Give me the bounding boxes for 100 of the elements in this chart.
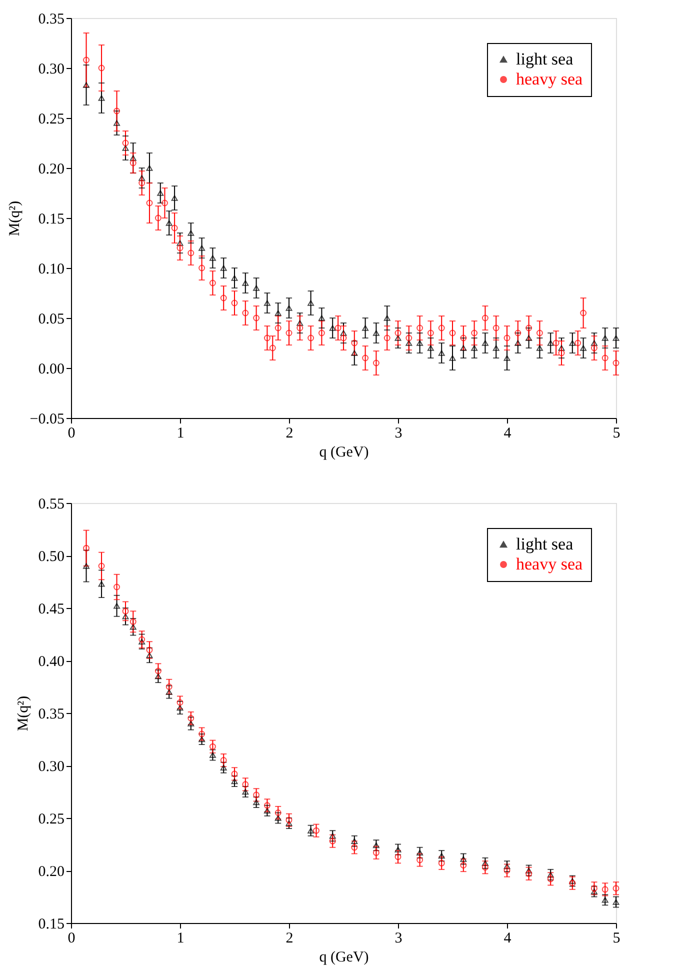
point [471,345,478,351]
x-axis-title: q (GeV) [319,950,369,966]
point [580,345,587,351]
point [416,340,424,346]
point [558,350,565,356]
point [438,860,445,866]
point [122,614,129,620]
legend-label: light sea [516,50,574,68]
point [264,808,270,814]
point [83,544,90,552]
point [313,827,320,834]
point [590,340,598,346]
point [351,350,358,356]
point [166,689,172,695]
point [612,899,620,905]
point [154,214,162,222]
point [569,878,576,884]
y-tick-label: 0.05 [38,312,64,328]
point [394,335,402,341]
x-tick-label: 1 [176,426,184,442]
point [269,344,276,352]
point [308,334,314,342]
point [329,325,336,331]
point [130,624,136,630]
point [231,275,238,281]
point [154,673,162,680]
point [406,334,412,342]
point [171,224,178,232]
point [492,324,500,332]
point [334,324,342,332]
point [514,330,522,336]
y-tick-label: 0.45 [38,602,64,618]
point [504,867,510,874]
y-tick-label: 0.20 [38,864,64,880]
point [340,330,347,336]
point [198,245,206,251]
point [157,190,164,196]
point [98,95,105,101]
point [198,264,206,272]
point [286,330,292,336]
point [83,82,90,88]
point [188,230,194,236]
point [482,864,488,871]
point [526,870,532,877]
point [220,294,227,302]
point [130,160,136,166]
point [253,314,260,322]
point [394,330,402,336]
point [427,345,434,351]
y-axis-title: M(q²) [15,696,32,732]
point [547,876,554,882]
point [329,832,336,839]
point [253,792,260,798]
y-tick-label: 0.20 [38,162,64,178]
point [372,849,380,856]
x-axis-title: q (GeV) [319,444,369,460]
point [130,618,136,625]
point [98,562,105,570]
point [438,324,445,332]
point [274,810,282,816]
point [242,280,249,286]
point [460,334,467,342]
point [427,330,434,336]
point [296,320,304,326]
point [602,897,608,903]
point [166,220,172,226]
point [209,743,216,750]
point [209,752,216,758]
point [612,335,620,341]
point [351,844,358,851]
x-tick-label: 1 [176,930,184,946]
point [547,340,554,346]
point [176,699,184,706]
x-tick-label: 0 [68,426,76,442]
point [188,715,194,722]
point [482,340,488,346]
point [602,886,608,893]
x-tick-label: 3 [394,426,402,442]
point [460,856,467,862]
x-tick-label: 4 [504,426,512,442]
point [526,868,532,874]
point [526,335,532,341]
point [449,355,456,361]
point [536,330,543,336]
y-tick-label: 0.35 [38,12,64,28]
point [146,652,153,658]
x-tick-label: 2 [286,426,294,442]
point [438,852,445,859]
y-tick-label: 0.15 [38,212,64,228]
point [504,863,510,870]
point [471,330,478,336]
point [274,815,282,821]
point [590,344,598,352]
point [209,280,216,286]
point [590,888,598,894]
point [146,646,153,654]
point [482,314,488,322]
point [536,345,543,351]
point [253,285,260,291]
point [83,563,90,569]
